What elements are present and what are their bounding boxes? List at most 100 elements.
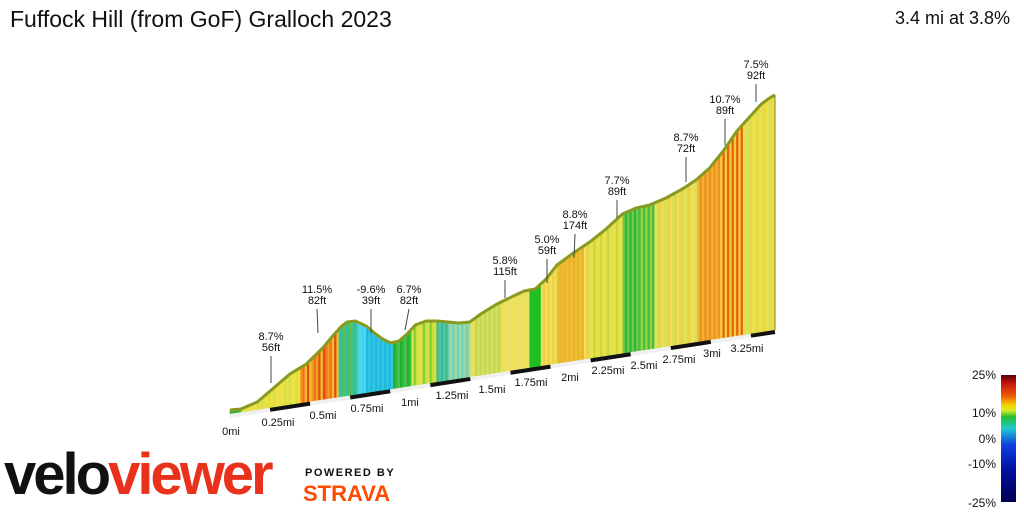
- gradient-strip: [456, 322, 460, 380]
- gradient-strip: [686, 184, 690, 344]
- gradient-strip: [733, 130, 737, 337]
- legend-label-0: 0%: [978, 432, 996, 446]
- gradient-strip: [395, 340, 399, 389]
- distance-tick-label: 2.25mi: [591, 365, 624, 377]
- gradient-strip: [751, 110, 755, 334]
- gradient-strip: [343, 322, 347, 397]
- gradient-strip: [447, 321, 451, 381]
- gradient-strip: [463, 322, 467, 379]
- gradient-strip: [556, 262, 560, 364]
- climb-summary: 3.4 mi at 3.8%: [894, 8, 1010, 28]
- distance-tick-label: 1.75mi: [514, 377, 547, 389]
- gradient-strip: [604, 227, 608, 357]
- gradient-strip: [658, 199, 662, 349]
- gradient-strip: [295, 368, 299, 405]
- gradient-strip: [384, 339, 387, 391]
- gradient-strip: [309, 357, 313, 403]
- gradient-strip: [536, 284, 540, 368]
- distance-tick-label: 3.25mi: [730, 343, 763, 355]
- gradient-strip: [356, 321, 360, 395]
- gradient-strip: [645, 205, 649, 351]
- gradient-strip: [315, 351, 319, 402]
- gradient-strip: [608, 223, 612, 356]
- gradient-strip: [449, 321, 453, 381]
- gradient-strip: [629, 209, 633, 353]
- gradient-strip: [368, 327, 372, 393]
- gradient-strip: [618, 214, 621, 355]
- gradient-strip: [381, 338, 385, 391]
- annotation-gradient-label: 8.7%: [673, 132, 698, 144]
- gradient-strip: [565, 256, 569, 363]
- gradient-strip: [497, 301, 501, 374]
- legend-label-minus-25: -25%: [967, 496, 996, 510]
- gradient-strip: [484, 309, 487, 376]
- gradient-strip: [338, 325, 342, 398]
- gradient-strip: [438, 320, 442, 383]
- gradient-strip: [352, 320, 356, 396]
- gradient-strip: [459, 322, 462, 379]
- gradient-strip: [597, 233, 601, 358]
- gradient-strip: [411, 325, 415, 387]
- gradient-strip: [724, 144, 728, 339]
- gradient-strip: [402, 335, 406, 388]
- gradient-strip: [692, 179, 696, 343]
- gradient-strip: [754, 108, 758, 334]
- gradient-strip: [465, 321, 469, 378]
- gradient-strip: [490, 305, 494, 375]
- gradient-strip: [590, 238, 594, 359]
- strava-logo: STRAVA: [303, 481, 391, 506]
- gradient-strip: [363, 324, 367, 394]
- gradient-strip: [413, 324, 417, 386]
- distance-tick-label: 2mi: [561, 372, 579, 384]
- gradient-strip: [286, 374, 290, 406]
- gradient-strip: [533, 287, 537, 368]
- gradient-strip: [481, 311, 485, 376]
- gradient-strip: [736, 128, 739, 337]
- annotation-length-label: 89ft: [716, 105, 734, 117]
- gradient-strip: [440, 321, 444, 382]
- axis-segment: [630, 346, 672, 357]
- annotation-length-label: 72ft: [677, 143, 695, 155]
- gradient-strip: [738, 125, 742, 336]
- gradient-strip: [763, 100, 767, 333]
- gradient-strip: [688, 182, 692, 344]
- gradient-strip: [527, 289, 531, 369]
- gradient-strip: [758, 103, 762, 333]
- distance-tick-label: 1mi: [401, 397, 419, 409]
- gradient-strip: [765, 98, 769, 332]
- gradient-strip: [443, 321, 447, 382]
- gradient-strip: [661, 198, 665, 348]
- gradient-strip: [552, 267, 556, 365]
- distance-tick-label: 3mi: [703, 348, 721, 360]
- gradient-strip: [740, 123, 744, 336]
- gradient-strip: [531, 288, 535, 368]
- gradient-strip: [652, 202, 655, 350]
- gradient-strip: [670, 193, 674, 347]
- gradient-strip: [452, 322, 456, 381]
- gradient-strip: [708, 164, 712, 341]
- gradient-strip: [706, 167, 710, 341]
- gradient-strip: [511, 295, 515, 371]
- gradient-strip: [713, 159, 717, 340]
- distance-tick-label: 0mi: [222, 426, 240, 438]
- gradient-strip: [506, 297, 510, 372]
- gradient-strip: [334, 330, 338, 399]
- gradient-strip: [454, 322, 458, 380]
- gradient-strip: [606, 225, 610, 357]
- annotation-length-label: 39ft: [362, 295, 380, 307]
- gradient-strip: [554, 264, 558, 365]
- gradient-strip: [404, 333, 408, 388]
- gradient-strip: [445, 321, 449, 382]
- axis-segment: [309, 395, 351, 406]
- gradient-strip: [347, 321, 351, 397]
- gradient-strip: [649, 203, 653, 350]
- gradient-strip: [636, 207, 640, 352]
- gradient-strip: [513, 294, 517, 371]
- gradient-strip: [570, 252, 574, 362]
- gradient-strip: [581, 245, 585, 361]
- gradient-strip: [690, 181, 694, 344]
- gradient-strip: [547, 272, 551, 366]
- annotation-gradient-label: 7.5%: [743, 59, 768, 71]
- gradient-strip: [722, 147, 726, 339]
